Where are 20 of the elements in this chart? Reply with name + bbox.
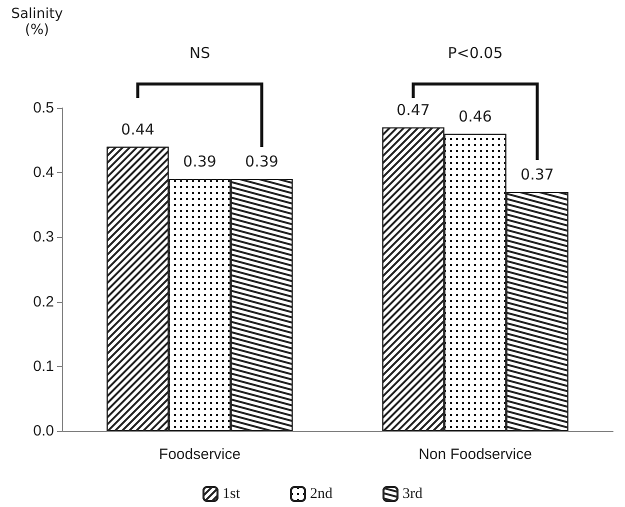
data-label: 0.37 <box>520 165 554 184</box>
y-tick-label: 0.2 <box>33 293 54 310</box>
y-tick-label: 0.1 <box>33 358 54 375</box>
y-tick-label: 0.0 <box>33 422 54 440</box>
legend-label: 2nd <box>310 486 334 502</box>
data-label: 0.39 <box>245 152 278 171</box>
y-axis-title: Salinity (%) <box>10 6 64 38</box>
legend-label: 3rd <box>402 486 423 502</box>
data-label: 0.46 <box>458 107 492 126</box>
y-tick-label: 0.3 <box>33 228 54 246</box>
legend-label: 1st <box>222 486 241 502</box>
text: NS <box>189 44 210 62</box>
y-tick-label: 0.5 <box>33 100 54 116</box>
x-tick-label: Foodservice <box>158 446 241 463</box>
data-label: 0.44 <box>121 120 154 138</box>
x-tick-label: Non Foodservice <box>418 446 532 463</box>
text: P<0.05 <box>448 44 503 62</box>
data-label: 0.39 <box>183 152 216 171</box>
data-label: 0.47 <box>396 100 430 119</box>
y-tick-label: 0.4 <box>33 164 54 182</box>
